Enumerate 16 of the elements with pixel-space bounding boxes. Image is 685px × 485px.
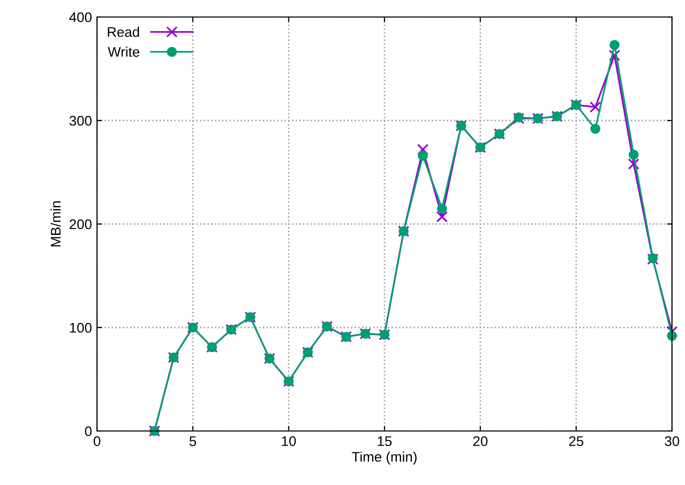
x-tick-label: 10 bbox=[282, 436, 296, 446]
x-tick-label: 25 bbox=[569, 436, 584, 446]
x-tick-label: 5 bbox=[190, 436, 196, 446]
x-tick-label: 0 bbox=[94, 436, 100, 446]
legend-label: Read bbox=[108, 26, 140, 37]
y-tick-label: 0 bbox=[84, 426, 92, 436]
y-tick-label: 100 bbox=[70, 322, 92, 333]
y-axis-title: MB/min bbox=[50, 201, 61, 246]
x-tick-label: 30 bbox=[664, 436, 680, 446]
legend-label: Write bbox=[108, 46, 140, 57]
x-tick-label: 20 bbox=[473, 436, 488, 446]
x-axis-title: Time (min) bbox=[352, 452, 417, 465]
y-tick-label: 200 bbox=[70, 219, 92, 230]
y-tick-label: 400 bbox=[69, 12, 92, 22]
y-tick-label: 300 bbox=[70, 116, 92, 126]
x-tick-label: 15 bbox=[378, 436, 392, 446]
